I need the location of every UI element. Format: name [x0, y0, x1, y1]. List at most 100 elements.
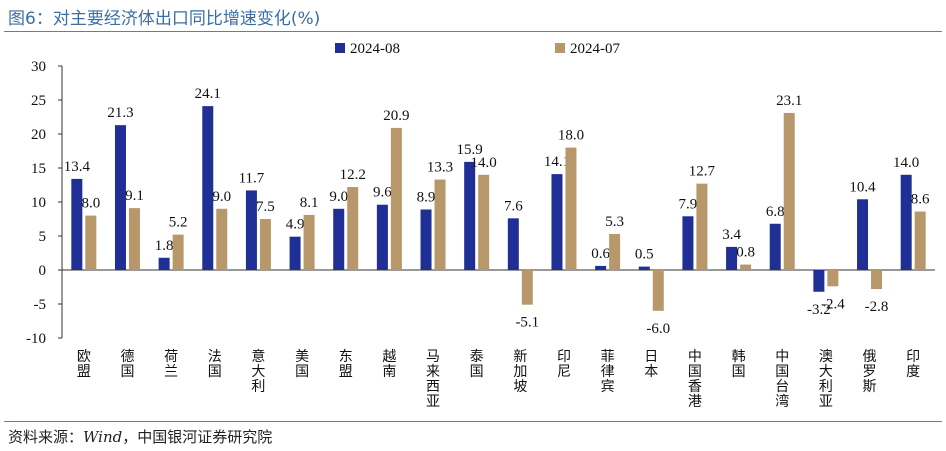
- bar-series-1: [464, 161, 476, 270]
- category-label: 俄罗斯: [863, 349, 877, 395]
- y-tick-label: 5: [39, 229, 47, 245]
- source-rest: ，中国银河证券研究院: [122, 428, 273, 446]
- category-label: 韩国: [732, 349, 746, 380]
- data-label: 12.7: [689, 164, 716, 180]
- data-label: -5.1: [515, 315, 539, 331]
- bar-series-2: [434, 179, 446, 270]
- data-label: 14.0: [893, 155, 919, 171]
- bar-series-2: [652, 270, 664, 311]
- data-label: 13.3: [427, 160, 453, 176]
- y-tick-label: 15: [31, 161, 46, 177]
- data-label: 7.5: [256, 199, 275, 215]
- bottom-rule: [4, 421, 942, 422]
- data-label: 4.9: [286, 217, 305, 233]
- bar-series-1: [595, 265, 607, 270]
- bar-series-2: [85, 215, 97, 270]
- data-label: 5.3: [605, 214, 624, 230]
- data-label: 11.7: [239, 170, 265, 186]
- data-label: 23.1: [776, 93, 802, 109]
- bar-series-1: [682, 216, 694, 270]
- y-tick-label: 10: [31, 195, 46, 211]
- top-rule: [4, 31, 942, 32]
- bar-series-1: [769, 223, 781, 270]
- data-label: 0.8: [736, 245, 755, 261]
- bar-series-2: [609, 233, 621, 270]
- data-label: 10.4: [849, 179, 876, 195]
- y-tick-label: -5: [34, 297, 47, 313]
- bar-series-1: [551, 174, 563, 270]
- bar-series-2: [827, 270, 839, 287]
- bar-series-1: [420, 209, 432, 270]
- data-label: 6.8: [766, 204, 785, 220]
- data-label: 9.6: [373, 185, 392, 201]
- data-label: 14.0: [471, 155, 497, 171]
- data-label: 8.0: [81, 196, 100, 212]
- bar-series-1: [202, 106, 214, 271]
- bar-series-2: [696, 183, 708, 270]
- bar-series-2: [478, 174, 490, 270]
- legend-label: 2024-07: [570, 41, 620, 57]
- source-name: Wind: [83, 428, 123, 446]
- bar-series-1: [507, 218, 519, 270]
- bar-series-2: [521, 270, 533, 305]
- category-label: 印尼: [557, 349, 571, 380]
- data-label: 8.6: [911, 192, 930, 208]
- data-label: 8.1: [300, 195, 319, 211]
- legend-swatch: [335, 43, 345, 53]
- category-label: 美国: [295, 349, 309, 380]
- data-label: 0.5: [635, 247, 654, 263]
- bar-series-2: [128, 208, 140, 270]
- data-label: -3.2: [807, 302, 831, 318]
- category-label: 日本: [644, 349, 658, 380]
- y-tick-label: 20: [31, 127, 46, 143]
- y-tick-label: 25: [31, 93, 46, 109]
- category-label: 中国台湾: [775, 349, 789, 410]
- bar-series-2: [914, 211, 926, 270]
- bar-series-1: [114, 125, 126, 270]
- data-label: 8.9: [417, 189, 436, 205]
- data-label: 3.4: [722, 227, 741, 243]
- category-label: 法国: [208, 349, 222, 380]
- bar-series-1: [245, 190, 257, 270]
- category-label: 意大利: [251, 348, 265, 395]
- data-label: -2.4: [821, 296, 845, 312]
- data-label: 12.2: [340, 167, 366, 183]
- bar-series-2: [303, 214, 315, 270]
- bar-series-1: [158, 257, 170, 270]
- bar-series-1: [333, 208, 345, 270]
- data-label: 21.3: [107, 105, 133, 121]
- data-label: 7.9: [679, 196, 698, 212]
- bar-series-2: [783, 112, 795, 270]
- bar-series-2: [216, 208, 228, 270]
- bar-series-2: [347, 187, 359, 270]
- bar-series-2: [740, 264, 752, 270]
- data-label: 9.1: [125, 188, 144, 204]
- data-label: 9.0: [212, 189, 231, 205]
- data-label: 15.9: [457, 142, 483, 158]
- data-label: 9.0: [329, 189, 348, 205]
- bar-series-1: [289, 236, 301, 270]
- bar-series-2: [390, 127, 402, 270]
- y-tick-label: -10: [26, 331, 46, 347]
- data-label: 0.6: [591, 246, 610, 262]
- bar-chart: -10 -5 0 5 10 15 20 25 30 2024-08 2024-07 13.4 8.0 欧盟…: [26, 41, 935, 410]
- category-label: 泰国: [470, 349, 484, 380]
- data-label: -6.0: [646, 321, 670, 337]
- bar-series-2: [172, 234, 184, 270]
- bar-series-2: [565, 147, 577, 270]
- data-label: 14.1: [544, 154, 570, 170]
- category-label: 荷兰: [164, 349, 178, 380]
- bar-series-2: [259, 219, 271, 270]
- data-label: 7.6: [504, 198, 523, 214]
- legend-swatch: [555, 43, 565, 53]
- data-label: 24.1: [195, 86, 221, 102]
- bar-series-1: [71, 178, 83, 270]
- legend-label: 2024-08: [350, 41, 400, 57]
- category-label: 中国香港: [688, 349, 702, 410]
- data-label: 1.8: [155, 238, 174, 254]
- y-tick-label: 0: [39, 263, 47, 279]
- data-label: -2.8: [865, 299, 889, 315]
- bar-series-1: [857, 199, 869, 270]
- category-label: 新加坡: [513, 349, 527, 395]
- chart-title: 图6：对主要经济体出口同比增速变化(%): [8, 9, 321, 29]
